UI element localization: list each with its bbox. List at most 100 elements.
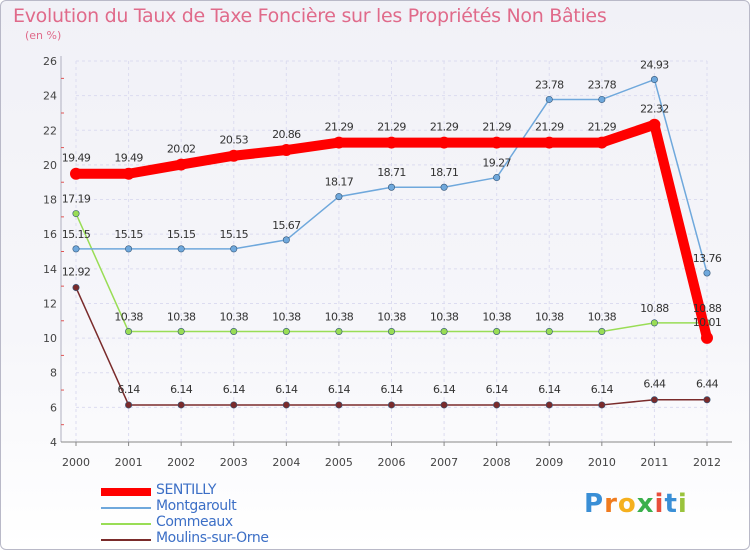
data-point <box>703 269 711 277</box>
series-lines <box>70 76 713 409</box>
data-label: 10.88 <box>640 302 669 315</box>
data-point <box>598 95 606 103</box>
data-label: 20.53 <box>220 134 249 147</box>
data-point <box>385 136 398 149</box>
y-tick-label: 14 <box>43 263 57 276</box>
data-label: 10.38 <box>325 311 354 324</box>
data-point <box>177 328 185 336</box>
y-tick-label: 16 <box>43 228 57 241</box>
x-tick-label: 2001 <box>115 456 143 469</box>
data-label: 15.15 <box>62 228 91 241</box>
data-label: 24.93 <box>640 59 669 72</box>
data-point <box>490 136 503 149</box>
y-tick-label: 4 <box>50 436 57 449</box>
data-label: 13.76 <box>693 252 722 265</box>
data-label: 15.15 <box>167 228 196 241</box>
data-point <box>335 193 343 201</box>
legend-label-montgaroult: Montgaroult <box>156 498 237 514</box>
x-tick-label: 2000 <box>62 456 90 469</box>
data-label: 19.49 <box>114 152 143 165</box>
y-tick-label: 20 <box>43 159 57 172</box>
x-tick-label: 2005 <box>325 456 353 469</box>
data-point <box>230 245 238 253</box>
legend-swatch-montgaroult <box>101 507 151 509</box>
data-label: 19.27 <box>482 157 511 170</box>
legend-item-commeaux[interactable]: Commeaux <box>101 514 361 532</box>
data-point <box>175 158 188 171</box>
data-point <box>125 328 133 336</box>
data-point <box>650 76 658 84</box>
data-point <box>387 183 395 191</box>
data-label: 21.29 <box>482 121 511 134</box>
data-label: 6.44 <box>643 378 666 391</box>
data-label: 6.14 <box>118 383 141 396</box>
data-label: 10.38 <box>377 311 406 324</box>
legend-swatch-moulins-sur-orne <box>101 539 151 541</box>
data-point <box>595 136 608 149</box>
data-label: 21.29 <box>535 121 564 134</box>
data-label: 6.14 <box>486 383 509 396</box>
data-point <box>72 245 80 253</box>
data-point <box>230 401 238 409</box>
data-point <box>650 319 658 327</box>
data-point <box>545 95 553 103</box>
data-label: 10.38 <box>482 311 511 324</box>
data-point <box>332 136 345 149</box>
data-point <box>493 174 501 182</box>
legend-item-sentilly[interactable]: SENTILLY <box>101 482 361 500</box>
data-label: 6.14 <box>170 383 193 396</box>
y-tick-label: 18 <box>43 194 57 207</box>
brand-letter: i <box>677 489 688 519</box>
data-label: 10.38 <box>535 311 564 324</box>
y-tick-label: 8 <box>50 367 57 380</box>
x-tick-label: 2012 <box>693 456 721 469</box>
data-label: 20.02 <box>167 143 196 156</box>
data-point <box>438 136 451 149</box>
data-point <box>280 144 293 157</box>
data-label: 6.14 <box>328 383 351 396</box>
data-point <box>440 183 448 191</box>
data-label: 10.88 <box>693 302 722 315</box>
data-label: 20.86 <box>272 128 301 141</box>
legend-item-moulins-sur-orne[interactable]: Moulins-sur-Orne <box>101 530 361 548</box>
data-point <box>650 396 658 404</box>
data-label: 10.38 <box>114 311 143 324</box>
data-label: 6.14 <box>591 383 614 396</box>
data-label: 6.14 <box>433 383 456 396</box>
x-tick-label: 2006 <box>378 456 406 469</box>
data-point <box>387 401 395 409</box>
data-label: 21.29 <box>325 121 354 134</box>
legend-item-montgaroult[interactable]: Montgaroult <box>101 498 361 516</box>
data-point <box>598 328 606 336</box>
x-tick-label: 2003 <box>220 456 248 469</box>
data-point <box>282 236 290 244</box>
data-point <box>72 284 80 292</box>
data-point <box>70 167 82 180</box>
axes: 4 6 8 10 12 14 16 18 20 22 24 26 2000 2001 2002 2003 200… <box>43 55 732 469</box>
chart-title: Evolution du Taux de Taxe Foncière sur l… <box>13 5 607 27</box>
data-point <box>493 328 501 336</box>
data-point <box>387 328 395 336</box>
data-point <box>701 331 713 344</box>
data-label: 6.14 <box>538 383 561 396</box>
data-label: 10.01 <box>693 316 722 329</box>
y-axis-unit-label: (en %) <box>25 29 62 42</box>
data-label: 18.17 <box>325 176 354 189</box>
data-point <box>335 401 343 409</box>
legend-label-sentilly: SENTILLY <box>156 482 216 498</box>
legend-swatch-commeaux <box>101 523 151 525</box>
y-tick-label: 24 <box>43 90 57 103</box>
data-label: 10.38 <box>220 311 249 324</box>
x-tick-label: 2010 <box>588 456 616 469</box>
brand-letter: i <box>654 489 665 519</box>
y-tick-label: 22 <box>43 124 57 137</box>
data-label: 6.44 <box>696 378 719 391</box>
data-label: 23.78 <box>588 78 617 91</box>
data-label: 15.15 <box>220 228 249 241</box>
data-label: 21.29 <box>377 121 406 134</box>
x-tick-label: 2007 <box>430 456 458 469</box>
data-label: 15.67 <box>272 219 301 232</box>
data-label: 21.29 <box>588 121 617 134</box>
